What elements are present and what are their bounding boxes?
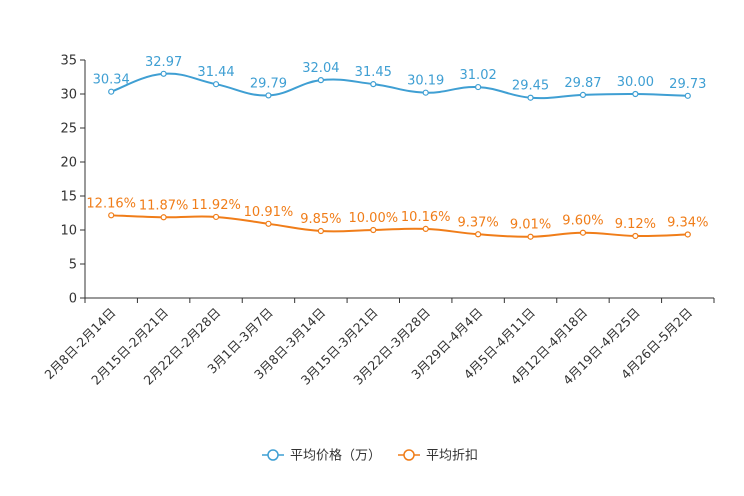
data-label: 9.85% [300, 212, 341, 227]
legend-label: 平均价格（万） [290, 448, 381, 464]
y-tick-label: 20 [60, 156, 77, 171]
y-tick-label: 30 [60, 88, 77, 103]
data-point [212, 81, 220, 88]
y-tick-label: 0 [69, 292, 77, 307]
data-point [317, 227, 324, 235]
series-0: 30.34 32.97 31.44 29.79 32.04 31.45 30.19 31.02… [93, 55, 706, 101]
data-label: 32.97 [145, 55, 182, 70]
series-1: 12.16% 11.87% 11.92% 10.91% 9.85% 10.00% 10.16… [86, 196, 708, 240]
data-point [475, 231, 482, 238]
y-tick-label: 35 [60, 54, 77, 69]
y-tick-label: 10 [60, 224, 77, 239]
data-label: 31.44 [197, 65, 234, 80]
legend-label: 平均折扣 [426, 449, 478, 464]
data-label: 30.34 [93, 73, 130, 88]
data-point [108, 88, 115, 95]
data-point [370, 226, 377, 234]
legend-item-0[interactable]: 平均价格（万） [262, 448, 381, 464]
y-tick-label: 15 [60, 190, 77, 205]
data-point [317, 77, 324, 84]
data-label: 29.87 [564, 76, 601, 91]
data-label: 10.91% [244, 205, 294, 220]
data-point [684, 231, 691, 238]
data-point [632, 232, 639, 240]
data-point [475, 83, 482, 91]
data-point [265, 92, 272, 99]
series-line [110, 72, 688, 100]
legend-marker [403, 449, 415, 461]
data-label: 29.73 [669, 77, 706, 92]
data-point [212, 213, 220, 221]
data-point [370, 81, 377, 88]
data-label: 10.16% [401, 210, 451, 225]
data-point [579, 229, 587, 236]
data-label: 12.16% [86, 196, 136, 211]
data-label: 9.34% [667, 215, 708, 230]
data-label: 31.02 [460, 68, 497, 83]
data-point [160, 70, 167, 77]
x-tick-labels: 2月8日-2月14日2月15日-2月21日2月22日-2月28日3月1日-3月7… [41, 305, 695, 388]
data-label: 11.92% [191, 198, 241, 213]
data-label: 29.45 [512, 79, 549, 94]
data-point [579, 91, 587, 98]
data-point [265, 220, 272, 227]
legend[interactable]: 平均价格（万） 平均折扣 [262, 448, 478, 464]
data-point [422, 225, 429, 233]
data-label: 9.37% [457, 215, 498, 230]
data-label: 31.45 [355, 65, 392, 80]
data-point [422, 89, 429, 96]
data-label: 11.87% [139, 198, 189, 213]
data-label: 9.60% [562, 214, 603, 229]
data-label: 29.79 [250, 76, 287, 91]
data-label: 9.01% [510, 218, 551, 233]
y-tick-label: 25 [60, 122, 77, 137]
data-point [527, 233, 534, 240]
data-label: 10.00% [349, 211, 399, 226]
data-point [527, 94, 534, 101]
data-label: 30.19 [407, 74, 444, 89]
data-label: 9.12% [615, 217, 656, 232]
data-point [632, 90, 639, 98]
legend-item-1[interactable]: 平均折扣 [398, 449, 478, 464]
data-label: 30.00 [617, 75, 654, 90]
series-line [111, 214, 688, 238]
data-point [160, 214, 167, 221]
series-layer: 30.34 32.97 31.44 29.79 32.04 31.45 30.19 31.02… [86, 55, 708, 240]
data-point [108, 212, 115, 219]
legend-marker [267, 449, 279, 461]
data-point [684, 92, 691, 99]
y-tick-label: 5 [69, 258, 77, 273]
data-label: 32.04 [302, 61, 339, 76]
axes: 0 5 10 15 20 25 30 35 [60, 54, 715, 307]
